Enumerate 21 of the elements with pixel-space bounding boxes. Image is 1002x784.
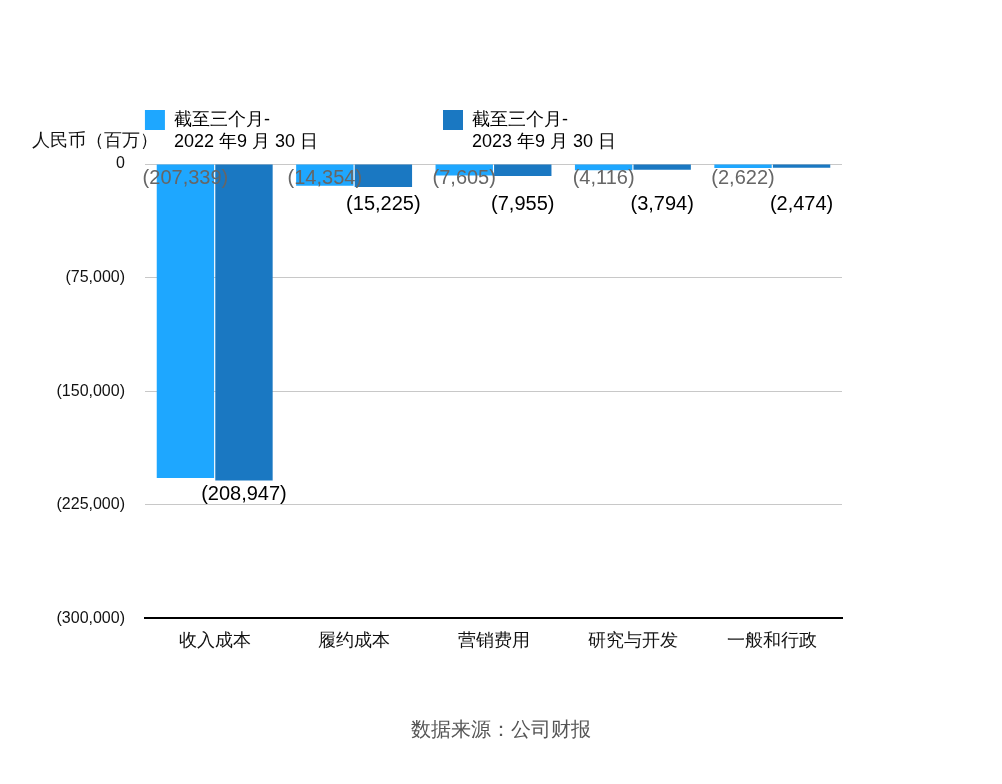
data-label: (7,955) <box>491 192 555 215</box>
x-tick-label: 营销费用 <box>457 630 530 651</box>
y-tick-label: (300,000) <box>56 608 125 626</box>
y-axis-title: 人民币（百万） <box>32 129 158 152</box>
y-tick-label: 0 <box>116 154 126 172</box>
source-note: 数据来源：公司财报 <box>410 717 592 742</box>
x-tick-label: 一般和行政 <box>727 630 818 651</box>
legend-label: 截至三个月- 2022 年9 月 30 日 <box>173 108 319 151</box>
data-label: (4,116) <box>572 166 635 189</box>
y-tick-label: (75,000) <box>65 268 125 286</box>
data-label: (2,622) <box>711 166 775 189</box>
legend-label: 截至三个月- 2023 年9 月 30 日 <box>472 108 617 151</box>
x-tick-label: 履约成本 <box>318 630 391 651</box>
data-label: (208,947) <box>201 482 287 504</box>
data-label: (2,474) <box>769 192 834 215</box>
x-tick-label: 收入成本 <box>178 630 251 651</box>
data-label: (15,225) <box>346 192 421 215</box>
y-tick-label: (150,000) <box>56 381 125 399</box>
data-label: (3,794) <box>630 192 694 215</box>
y-tick-label: (225,000) <box>56 495 125 513</box>
x-tick-label: 研究与开发 <box>587 630 678 651</box>
